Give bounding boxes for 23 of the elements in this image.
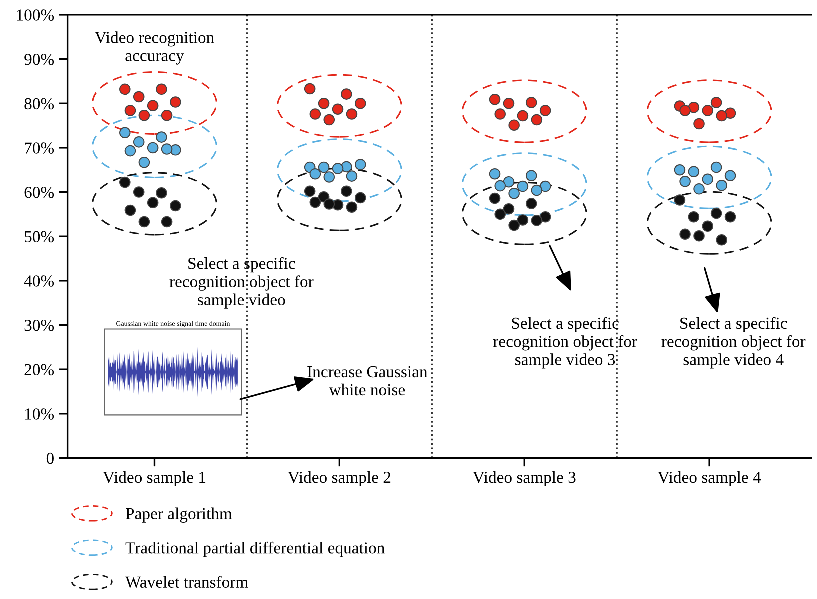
x-tick-label: Video sample 1 — [103, 471, 206, 487]
y-tick-label: 10% — [26, 408, 54, 420]
y-tick-label: 40% — [24, 276, 54, 287]
annotation: Select a specific recognition object for sample video — [170, 257, 314, 309]
x-tick-label: Video sample 2 — [288, 471, 391, 487]
y-tick-label: 30% — [24, 320, 54, 332]
y-tick-label: 100% — [17, 10, 54, 21]
legend-label: Traditional partial differential equation — [126, 542, 385, 558]
y-tick-label: 60% — [24, 186, 54, 198]
y-tick-label: 50% — [25, 231, 54, 243]
legend-label: Wavelet transform — [126, 576, 248, 588]
x-tick-label: Video sample 3 — [473, 471, 576, 487]
x-tick-label: Video sample 4 — [658, 471, 762, 487]
y-tick-label: 20% — [24, 364, 54, 376]
y-tick-label: 0 — [46, 452, 54, 464]
annotation: Select a specific recognition object for sample video 4 — [662, 317, 806, 369]
annotation: Select a specific recognition object for sample video 3 — [493, 317, 638, 369]
annotation: Increase Gaussian white noise — [308, 366, 428, 396]
y-tick-label: 90% — [24, 54, 54, 66]
legend-label: Paper algorithm — [126, 508, 232, 523]
y-tick-label: 70% — [25, 142, 54, 154]
annotation: Video recognition accuracy — [95, 32, 214, 65]
y-tick-label: 80% — [24, 98, 54, 110]
